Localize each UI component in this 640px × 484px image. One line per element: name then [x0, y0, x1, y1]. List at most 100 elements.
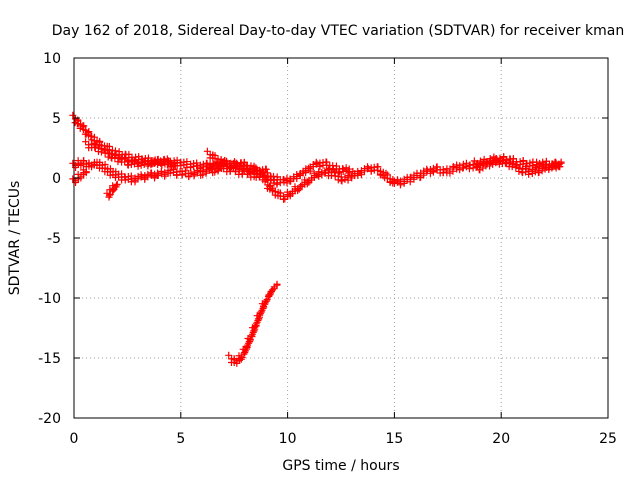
data-point-marker [147, 161, 155, 169]
axis-ticks: 0 5 10 15 20 25 -20 -15 -10 -5 0 5 10 [38, 51, 617, 447]
data-point-marker [249, 329, 257, 336]
data-point-marker [243, 343, 251, 351]
data-series-layer [69, 111, 565, 367]
data-point-marker [101, 146, 109, 154]
data-point-marker [315, 172, 323, 180]
data-point-marker [221, 156, 229, 164]
data-point-marker [225, 351, 233, 359]
grid-lines [74, 58, 608, 418]
data-point-marker [248, 332, 256, 340]
data-point-marker [227, 163, 235, 171]
data-point-marker [261, 177, 269, 185]
data-point-marker [72, 179, 80, 186]
data-point-marker [74, 117, 82, 125]
data-point-marker [253, 166, 261, 174]
data-point-marker [250, 163, 258, 171]
data-point-marker [318, 171, 326, 179]
data-point-marker [250, 327, 258, 335]
data-point-marker [283, 179, 291, 187]
data-point-marker [493, 158, 501, 166]
data-point-marker [79, 123, 87, 131]
data-point-marker [190, 170, 198, 178]
data-point-marker [303, 180, 311, 188]
data-point-marker [137, 161, 145, 169]
data-series-satellite-trace-3 [69, 157, 281, 188]
data-point-marker [260, 168, 268, 176]
data-point-marker [134, 175, 142, 183]
data-point-marker [294, 187, 302, 195]
data-point-marker [157, 159, 165, 167]
data-point-marker [84, 129, 92, 137]
data-point-marker [533, 163, 541, 171]
x-axis-label: GPS time / hours [282, 458, 399, 474]
data-point-marker [109, 182, 117, 190]
data-point-marker [257, 308, 265, 316]
data-point-marker [344, 176, 352, 184]
data-point-marker [113, 180, 121, 188]
data-point-marker [266, 291, 274, 299]
data-point-marker [82, 138, 90, 146]
data-point-marker [144, 162, 152, 170]
data-point-marker [549, 163, 557, 171]
data-series-satellite-trace-5 [103, 180, 121, 201]
data-point-marker [141, 174, 149, 182]
x-tick-label: 0 [70, 431, 79, 447]
data-point-marker [154, 171, 162, 179]
data-point-marker [151, 173, 159, 181]
y-tick-label: 10 [43, 51, 61, 67]
data-point-marker [131, 176, 139, 184]
data-point-marker [270, 285, 278, 293]
data-point-marker [276, 189, 284, 197]
data-point-marker [341, 175, 349, 183]
data-point-marker [234, 163, 242, 171]
data-point-marker [302, 169, 310, 177]
data-point-marker [161, 171, 169, 179]
data-point-marker [97, 145, 105, 153]
x-tick-label: 25 [599, 431, 617, 447]
data-point-marker [238, 353, 246, 361]
data-point-marker [473, 162, 481, 170]
data-point-marker [339, 168, 347, 176]
data-point-marker [273, 281, 281, 289]
x-tick-label: 10 [279, 431, 297, 447]
y-axis-label: SDTVAR / TECUs [7, 181, 23, 296]
x-tick-label: 20 [492, 431, 510, 447]
data-point-marker [293, 174, 301, 182]
data-point-marker [121, 155, 129, 163]
data-point-marker [107, 154, 115, 162]
x-tick-label: 5 [176, 431, 185, 447]
data-point-marker [483, 160, 491, 168]
data-point-marker [535, 168, 543, 176]
data-point-marker [144, 173, 152, 181]
data-series-satellite-trace-4 [69, 166, 90, 186]
data-point-marker [211, 152, 219, 160]
data-point-marker [556, 163, 564, 171]
data-point-marker [241, 348, 249, 356]
data-series-satellite-trace-9 [225, 280, 281, 367]
data-point-marker [154, 161, 162, 169]
y-tick-label: -5 [47, 231, 61, 247]
data-point-marker [151, 159, 159, 167]
data-point-marker [246, 335, 254, 343]
data-point-marker [82, 169, 90, 177]
data-point-marker [390, 180, 398, 188]
data-point-marker [91, 141, 99, 149]
data-point-marker [536, 162, 544, 170]
y-tick-label: 0 [52, 171, 61, 187]
data-point-marker [312, 160, 320, 168]
data-point-marker [251, 323, 259, 331]
data-point-marker [354, 171, 362, 179]
y-tick-label: -10 [38, 291, 61, 307]
data-point-marker [256, 311, 264, 319]
data-series-satellite-trace-8 [470, 153, 564, 172]
data-point-marker [252, 320, 260, 328]
data-point-marker [214, 166, 222, 174]
y-tick-label: -20 [38, 411, 61, 427]
data-point-marker [338, 177, 346, 185]
data-point-marker [280, 178, 288, 186]
y-tick-label: 5 [52, 111, 61, 127]
data-point-marker [337, 176, 345, 184]
chart-title: Day 162 of 2018, Sidereal Day-to-day VTE… [52, 23, 624, 39]
data-point-marker [134, 162, 142, 170]
